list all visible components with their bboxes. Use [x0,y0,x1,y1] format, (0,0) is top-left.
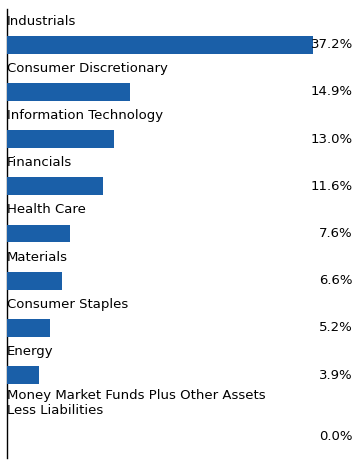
Bar [7,130,114,148]
Text: 7.6%: 7.6% [319,227,353,240]
Text: 14.9%: 14.9% [311,85,353,99]
Text: Materials: Materials [7,251,68,263]
Text: 6.6%: 6.6% [319,274,353,287]
Text: Health Care: Health Care [7,204,86,216]
Bar [7,225,70,242]
Text: 11.6%: 11.6% [311,180,353,193]
Bar [7,83,130,101]
Text: Information Technology: Information Technology [7,109,163,122]
Text: 0.0%: 0.0% [319,430,353,443]
Text: 13.0%: 13.0% [311,133,353,146]
Bar [7,319,50,337]
Bar [7,366,39,384]
Bar [7,177,103,195]
Text: Industrials: Industrials [7,14,77,28]
Text: Consumer Staples: Consumer Staples [7,298,129,311]
Bar [7,36,313,54]
Text: Money Market Funds Plus Other Assets
Less Liabilities: Money Market Funds Plus Other Assets Les… [7,389,266,417]
Text: 3.9%: 3.9% [319,368,353,382]
Text: 37.2%: 37.2% [311,38,353,51]
Bar [7,272,62,290]
Text: Consumer Discretionary: Consumer Discretionary [7,62,168,75]
Text: Financials: Financials [7,156,72,169]
Text: 5.2%: 5.2% [319,321,353,334]
Text: Energy: Energy [7,345,54,358]
